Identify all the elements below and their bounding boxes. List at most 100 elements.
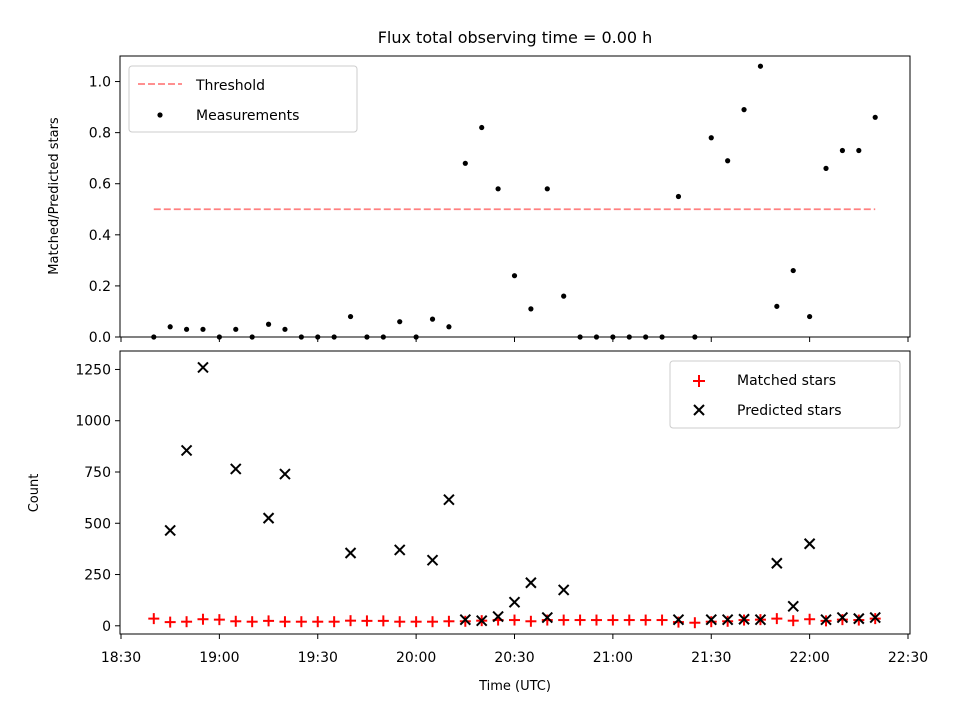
predicted-star-stroke xyxy=(459,613,472,626)
bottom-y-tick-label: 250 xyxy=(84,568,111,584)
matched-star-point xyxy=(148,613,160,625)
bottom-panel: Count Time (UTC) 0 250 500 750 1000 1250 18:3… xyxy=(27,350,928,694)
legend-predicted-label: Predicted stars xyxy=(737,403,842,419)
measurement-point xyxy=(249,334,255,340)
predicted-star-stroke xyxy=(230,463,242,475)
measurement-point xyxy=(200,326,206,332)
measurement-point xyxy=(593,334,600,340)
matched-star-point xyxy=(607,614,619,626)
measurement-point xyxy=(183,326,190,332)
predicted-star-point xyxy=(787,600,799,613)
predicted-star-stroke xyxy=(672,613,685,626)
bottom-legend: Matched stars Predicted stars xyxy=(669,360,901,429)
matched-star-point xyxy=(246,616,258,628)
predicted-star-stroke xyxy=(738,613,750,625)
measurement-point xyxy=(692,334,698,340)
top-y-ticks: 0.0 0.2 0.4 0.6 0.8 1.0 xyxy=(89,75,120,346)
measurement-point xyxy=(577,334,583,340)
matched-star-point xyxy=(279,616,291,628)
matched-star-point xyxy=(640,614,652,626)
measurement-point xyxy=(331,334,337,340)
bottom-x-ticks: 18:30 19:00 19:30 20:00 20:30 21:00 21:30 22:00… xyxy=(101,634,928,666)
predicted-star-point xyxy=(459,613,472,626)
measurement-point xyxy=(397,319,403,325)
predicted-star-point xyxy=(853,612,865,625)
predicted-star-point xyxy=(476,614,488,627)
predicted-star-point xyxy=(557,584,570,596)
measurement-point xyxy=(643,334,649,340)
measurement-point xyxy=(364,334,370,340)
predicted-star-point xyxy=(230,463,242,475)
measurement-point xyxy=(741,107,747,113)
matched-star-point xyxy=(213,614,225,626)
measurement-point xyxy=(872,114,878,120)
matched-star-point xyxy=(509,614,520,626)
bottom-y-tick-label: 1000 xyxy=(75,414,111,430)
count-points xyxy=(148,361,881,629)
predicted-star-point xyxy=(279,468,291,480)
bottom-x-tick-label: 20:30 xyxy=(494,650,534,666)
predicted-star-stroke xyxy=(771,557,783,569)
legend-measurements-label: Measurements xyxy=(196,108,299,124)
measurement-point xyxy=(823,165,829,171)
bottom-y-tick-label: 750 xyxy=(84,465,111,481)
top-legend: Threshold Measurements xyxy=(128,65,358,133)
legend-matched-swatch xyxy=(693,375,705,387)
matched-star-point xyxy=(853,614,865,626)
measurement-point xyxy=(347,313,354,320)
measurement-point xyxy=(298,334,304,340)
bottom-x-tick-label: 21:00 xyxy=(593,650,633,666)
measurement-point xyxy=(446,324,452,330)
measurement-point xyxy=(807,313,813,320)
measurement-point xyxy=(495,186,501,192)
top-y-tick-label: 0.0 xyxy=(89,330,111,346)
predicted-star-point xyxy=(426,554,439,566)
predicted-star-point xyxy=(508,596,521,608)
predicted-star-stroke xyxy=(394,544,406,556)
predicted-star-point xyxy=(705,613,717,626)
measurement-point xyxy=(151,334,157,340)
predicted-star-point xyxy=(672,613,685,626)
top-y-tick-label: 0.6 xyxy=(89,177,111,193)
measurement-point xyxy=(856,147,862,154)
predicted-star-stroke xyxy=(476,614,488,627)
matched-star-point xyxy=(558,614,570,626)
matched-star-point xyxy=(656,614,668,626)
predicted-star-point xyxy=(721,613,734,626)
measurement-point xyxy=(561,293,567,299)
measurement-point xyxy=(380,334,386,340)
bottom-y-ticks: 0 250 500 750 1000 1250 xyxy=(75,362,120,635)
matched-star-point xyxy=(312,616,324,628)
predicted-star-point xyxy=(771,557,783,569)
bottom-y-tick-label: 1250 xyxy=(75,362,111,378)
measurement-point xyxy=(315,334,321,340)
top-legend-box xyxy=(128,65,358,133)
predicted-star-stroke xyxy=(541,611,553,624)
predicted-star-point xyxy=(836,611,849,624)
predicted-star-point xyxy=(820,613,832,626)
matched-star-point xyxy=(443,615,455,627)
top-y-tick-label: 0.4 xyxy=(89,228,111,244)
measurement-point xyxy=(725,158,731,164)
measurement-point xyxy=(790,267,796,274)
predicted-star-point xyxy=(738,613,750,625)
predicted-star-stroke xyxy=(443,493,455,506)
predicted-star-stroke xyxy=(262,512,275,524)
bottom-xlabel: Time (UTC) xyxy=(478,679,551,694)
measurement-point xyxy=(757,63,764,69)
measurement-point xyxy=(167,324,173,330)
matched-star-point xyxy=(689,617,701,629)
bottom-x-tick-label: 22:30 xyxy=(888,650,928,666)
predicted-star-point xyxy=(869,611,881,624)
measurement-point xyxy=(429,316,436,322)
predicted-star-stroke xyxy=(426,554,439,566)
matched-star-point xyxy=(804,613,816,625)
matched-star-point xyxy=(345,615,357,627)
measurement-point xyxy=(708,135,714,141)
bottom-x-tick-label: 19:00 xyxy=(199,650,239,666)
bottom-x-tick-label: 18:30 xyxy=(101,650,141,666)
predicted-star-stroke xyxy=(705,613,717,626)
predicted-star-stroke xyxy=(525,577,537,589)
measurement-point xyxy=(774,303,780,309)
measurement-points xyxy=(151,63,878,340)
